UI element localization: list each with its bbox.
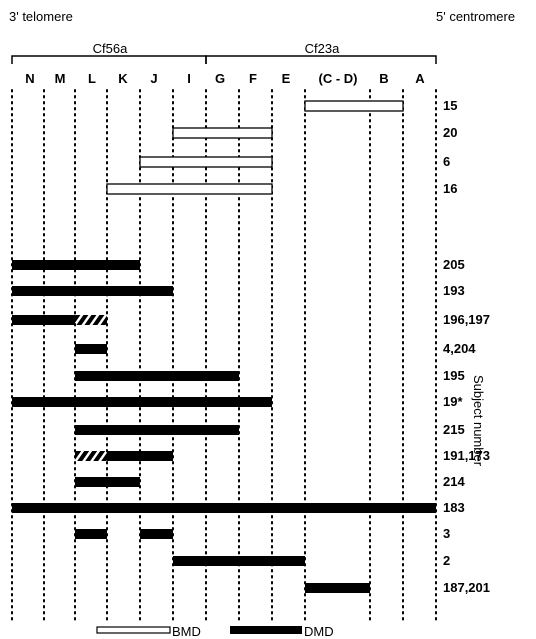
dmd-bar	[12, 315, 75, 325]
dmd-bar	[75, 371, 239, 381]
subject-label: 214	[443, 474, 465, 489]
centromere-label: 5' centromere	[436, 9, 516, 24]
subject-label: 187,201	[443, 580, 490, 595]
subject-label: 20	[443, 125, 458, 140]
legend-dmd-label: DMD	[304, 624, 334, 639]
subject-label: 195	[443, 368, 465, 383]
subject-label: 191,173	[443, 448, 490, 463]
bmd-bar	[304, 100, 404, 112]
subject-label: 4,204	[443, 341, 476, 356]
column-header: L	[88, 71, 96, 86]
telomere-label: 3' telomere	[9, 9, 73, 24]
column-header: E	[281, 71, 291, 86]
column-header: B	[379, 71, 389, 86]
column-header: J	[150, 71, 158, 86]
column-header: G	[214, 71, 226, 86]
dmd-bar	[75, 529, 107, 539]
clone-label-cf56a: Cf56a	[92, 41, 128, 56]
legend-dmd-symbol	[230, 626, 302, 634]
dmd-bar	[12, 286, 173, 296]
dmd-bar	[12, 260, 140, 270]
column-header: F	[249, 71, 257, 86]
column-header: A	[415, 71, 425, 86]
subject-label: 193	[443, 283, 465, 298]
subject-label: 3	[443, 526, 451, 541]
bmd-bar	[106, 183, 273, 195]
subject-label: 215	[443, 422, 465, 437]
subject-label: 19*	[443, 394, 463, 409]
dmd-bar	[75, 477, 140, 487]
legend-bmd-symbol	[96, 626, 171, 634]
column-header: N	[25, 71, 35, 86]
legend-bmd-label: BMD	[172, 624, 201, 639]
bmd-bar	[139, 156, 273, 168]
clone-label-cf23a: Cf23a	[304, 41, 340, 56]
dmd-bar	[12, 397, 272, 407]
dmd-bar	[75, 344, 107, 354]
column-header: K	[118, 71, 128, 86]
clone-bracket-cf56a	[11, 55, 207, 64]
bmd-bar	[172, 127, 273, 139]
dmd-bar	[107, 451, 173, 461]
column-header: M	[54, 71, 66, 86]
subject-label: 2	[443, 553, 451, 568]
subject-label: 205	[443, 257, 465, 272]
clone-bracket-cf23a	[205, 55, 437, 64]
dmd-bar	[305, 583, 370, 593]
subject-label: 15	[443, 98, 458, 113]
subject-label: 196,197	[443, 312, 490, 327]
subject-label: 16	[443, 181, 458, 196]
column-header: I	[187, 71, 191, 86]
dmd-bar	[75, 425, 239, 435]
dmd-bar	[12, 503, 436, 513]
dmd-bar	[173, 556, 305, 566]
subject-label: 183	[443, 500, 465, 515]
dmd-hatched-bar	[75, 451, 107, 461]
dmd-bar	[140, 529, 173, 539]
subject-label: 6	[443, 154, 451, 169]
column-header: (C - D)	[318, 71, 358, 86]
dmd-hatched-bar	[75, 315, 107, 325]
